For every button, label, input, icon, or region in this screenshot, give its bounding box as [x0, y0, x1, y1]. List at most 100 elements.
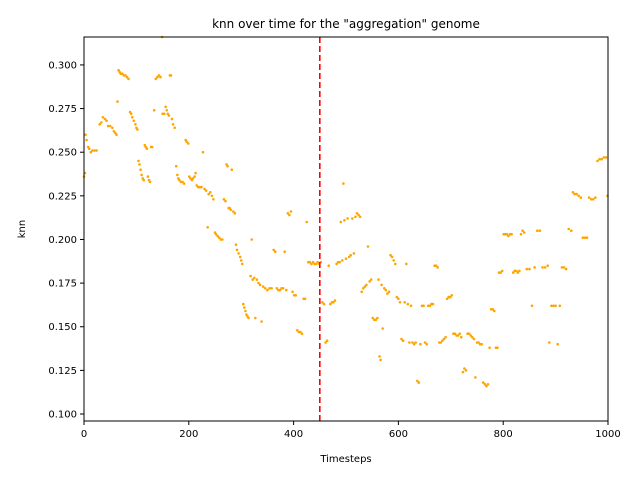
data-point: [389, 253, 392, 257]
data-point: [458, 332, 462, 336]
data-point: [564, 267, 568, 271]
chart-title: knn over time for the "aggregation" geno…: [212, 17, 480, 31]
data-point: [150, 145, 154, 149]
data-point: [278, 288, 282, 292]
data-point: [441, 339, 444, 343]
data-point: [129, 112, 133, 116]
data-point: [562, 266, 566, 269]
data-point: [428, 304, 432, 308]
y-tick-label: 0.250: [48, 148, 77, 159]
data-point: [203, 187, 206, 191]
data-point: [450, 294, 454, 297]
data-point: [212, 198, 215, 201]
data-point: [485, 384, 488, 388]
data-point: [314, 262, 318, 266]
data-point: [216, 234, 219, 238]
data-point: [377, 278, 380, 281]
data-point: [181, 180, 184, 184]
data-point: [229, 208, 232, 212]
data-point: [515, 269, 518, 273]
data-point: [477, 341, 480, 344]
data-point: [274, 250, 277, 253]
data-point: [363, 285, 367, 288]
data-point: [602, 156, 606, 159]
data-point: [604, 156, 608, 159]
data-point: [352, 252, 356, 255]
data-point: [308, 260, 312, 264]
data-point: [556, 342, 559, 346]
y-tick-label: 0.225: [48, 191, 77, 202]
data-point: [281, 287, 285, 290]
data-point: [587, 196, 591, 199]
data-point: [543, 266, 547, 269]
data-point: [178, 178, 181, 182]
data-point: [530, 304, 534, 308]
data-point: [449, 295, 452, 299]
data-point: [522, 231, 526, 234]
data-point: [338, 260, 342, 264]
data-point: [260, 320, 263, 323]
y-tick-label: 0.200: [48, 235, 77, 246]
data-point: [380, 283, 383, 287]
data-point: [162, 112, 166, 116]
data-point: [270, 287, 273, 290]
data-point: [125, 75, 129, 79]
data-point: [397, 297, 400, 301]
data-point: [365, 283, 368, 287]
data-point: [482, 381, 485, 384]
data-point: [187, 142, 190, 145]
data-point: [453, 332, 457, 336]
data-point: [554, 304, 557, 308]
y-tick-label: 0.275: [48, 104, 77, 115]
y-axis-ticks: 0.100 0.125 0.150 0.175 0.200 0.225 0.250 0.275…: [48, 60, 84, 421]
data-point: [106, 124, 110, 128]
data-point: [378, 355, 381, 358]
data-point: [400, 337, 403, 341]
data-point: [89, 150, 93, 154]
data-point: [518, 269, 521, 273]
data-point: [167, 114, 171, 117]
data-point: [165, 109, 169, 112]
data-point: [394, 262, 397, 266]
data-point: [257, 281, 260, 285]
data-point: [573, 192, 576, 196]
x-tick-label: 200: [179, 429, 198, 440]
data-point: [335, 262, 338, 266]
data-point: [222, 198, 226, 201]
data-point: [546, 264, 549, 268]
data-point: [286, 212, 290, 215]
data-point: [341, 259, 344, 262]
data-point: [303, 297, 307, 301]
data-point: [233, 212, 237, 215]
data-point: [583, 236, 587, 239]
x-tick-label: 400: [284, 429, 303, 440]
x-tick-label: 0: [81, 429, 87, 440]
data-point: [171, 123, 175, 126]
plot-frame: [83, 36, 609, 422]
data-point: [210, 194, 214, 198]
data-point: [285, 288, 288, 292]
data-point: [596, 159, 599, 163]
data-point: [360, 290, 364, 294]
data-point: [127, 77, 130, 81]
data-point: [405, 262, 408, 266]
data-point: [244, 309, 247, 313]
data-point: [101, 116, 105, 119]
data-point: [152, 109, 156, 112]
data-point: [469, 334, 473, 337]
data-point: [406, 302, 410, 306]
data-point: [431, 302, 435, 306]
data-point: [436, 266, 440, 269]
data-point: [235, 248, 239, 252]
data-point: [536, 229, 539, 232]
data-point: [550, 304, 553, 308]
y-tick-label: 0.125: [48, 366, 77, 377]
data-point: [311, 260, 315, 264]
data-point: [592, 198, 595, 201]
data-point: [567, 227, 570, 231]
data-point: [381, 327, 385, 330]
data-point: [387, 290, 391, 294]
data-point: [510, 232, 513, 236]
data-point: [142, 178, 145, 182]
